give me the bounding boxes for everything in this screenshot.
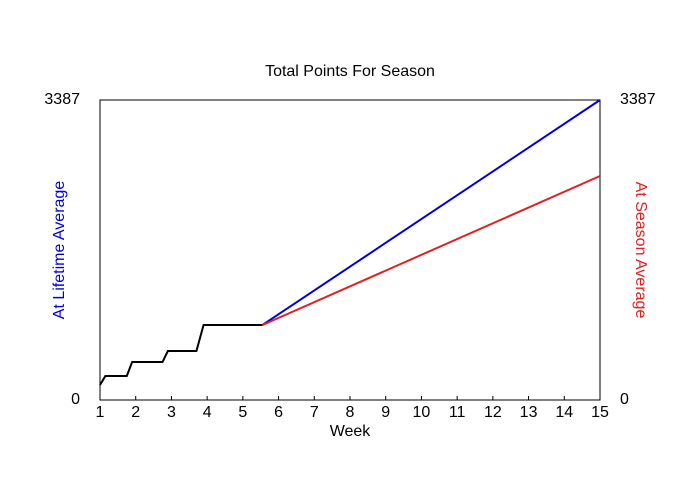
x-tick-label: 11 — [449, 404, 466, 421]
chart-title: Total Points For Season — [265, 63, 435, 80]
x-tick-label: 7 — [310, 404, 319, 421]
x-tick-label: 12 — [484, 404, 502, 421]
x-tick-label: 13 — [520, 404, 538, 421]
x-tick-label: 14 — [555, 404, 573, 421]
y-tick-label: 0 — [71, 391, 80, 408]
x-tick-label: 1 — [96, 404, 105, 421]
y2-tick-label: 3387 — [620, 91, 656, 108]
y-tick-label: 3387 — [44, 91, 80, 108]
x-tick-label: 4 — [203, 404, 212, 421]
y2-axis-label: At Season Average — [632, 182, 649, 319]
x-tick-label: 10 — [413, 404, 431, 421]
series-line — [261, 99, 601, 326]
x-tick-label: 8 — [346, 404, 355, 421]
x-tick-label: 6 — [274, 404, 283, 421]
x-tick-label: 15 — [591, 404, 609, 421]
x-tick-label: 9 — [381, 404, 390, 421]
y-axis-label: At Lifetime Average — [51, 181, 68, 320]
x-tick-label: 2 — [131, 404, 140, 421]
x-tick-label: 5 — [238, 404, 247, 421]
series-line — [262, 175, 601, 326]
y2-tick-label: 0 — [620, 391, 629, 408]
x-tick-label: 3 — [167, 404, 176, 421]
series-line — [99, 323, 263, 386]
x-axis-label: Week — [330, 423, 372, 440]
